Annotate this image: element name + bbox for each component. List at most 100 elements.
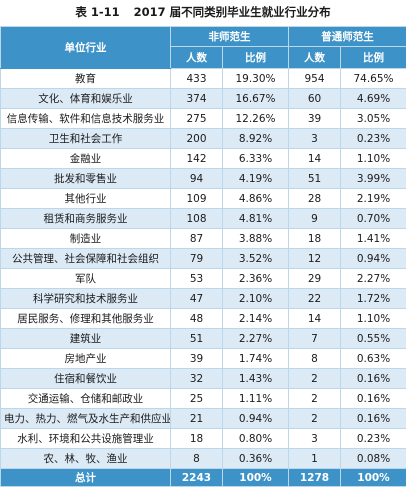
- industry-name: 制造业: [1, 229, 171, 249]
- non-normal-ratio: 8.92%: [223, 129, 289, 149]
- non-normal-ratio: 0.36%: [223, 449, 289, 469]
- non-normal-count: 109: [171, 189, 223, 209]
- industry-name: 文化、体育和娱乐业: [1, 89, 171, 109]
- non-normal-count: 87: [171, 229, 223, 249]
- normal-ratio: 0.16%: [341, 409, 406, 429]
- industry-name: 建筑业: [1, 329, 171, 349]
- normal-count: 7: [289, 329, 341, 349]
- normal-ratio: 4.69%: [341, 89, 406, 109]
- total-label: 总计: [1, 469, 171, 487]
- normal-ratio: 2.19%: [341, 189, 406, 209]
- industry-name: 住宿和餐饮业: [1, 369, 171, 389]
- normal-students-header: 普通师范生: [289, 27, 406, 47]
- normal-count: 29: [289, 269, 341, 289]
- non-normal-ratio: 1.43%: [223, 369, 289, 389]
- non-normal-ratio: 4.81%: [223, 209, 289, 229]
- normal-count: 954: [289, 69, 341, 89]
- normal-ratio: 0.08%: [341, 449, 406, 469]
- normal-ratio: 74.65%: [341, 69, 406, 89]
- normal-ratio: 0.70%: [341, 209, 406, 229]
- normal-ratio: 2.27%: [341, 269, 406, 289]
- normal-ratio: 0.63%: [341, 349, 406, 369]
- non-normal-ratio: 2.36%: [223, 269, 289, 289]
- non-normal-ratio-header: 比例: [223, 47, 289, 69]
- non-normal-count: 53: [171, 269, 223, 289]
- total-normal-ratio: 100%: [341, 469, 406, 487]
- normal-count: 18: [289, 229, 341, 249]
- normal-count-header: 人数: [289, 47, 341, 69]
- non-normal-count: 21: [171, 409, 223, 429]
- non-normal-ratio: 3.52%: [223, 249, 289, 269]
- non-normal-count: 8: [171, 449, 223, 469]
- industry-name: 信息传输、软件和信息技术服务业: [1, 109, 171, 129]
- industry-name: 交通运输、仓储和邮政业: [1, 389, 171, 409]
- normal-count: 14: [289, 149, 341, 169]
- industry-name: 居民服务、修理和其他服务业: [1, 309, 171, 329]
- industry-name: 公共管理、社会保障和社会组织: [1, 249, 171, 269]
- non-normal-ratio: 2.14%: [223, 309, 289, 329]
- industry-name: 其他行业: [1, 189, 171, 209]
- total-non-normal-ratio: 100%: [223, 469, 289, 487]
- normal-ratio: 1.41%: [341, 229, 406, 249]
- table-header: 单位行业 非师范生 普通师范生 人数 比例 人数 比例: [1, 27, 406, 69]
- non-normal-count: 433: [171, 69, 223, 89]
- industry-name: 租赁和商务服务业: [1, 209, 171, 229]
- industry-name: 金融业: [1, 149, 171, 169]
- non-normal-ratio: 4.19%: [223, 169, 289, 189]
- non-normal-count: 94: [171, 169, 223, 189]
- total-normal-count: 1278: [289, 469, 341, 487]
- non-normal-ratio: 4.86%: [223, 189, 289, 209]
- normal-count: 3: [289, 129, 341, 149]
- non-normal-count: 25: [171, 389, 223, 409]
- industry-name: 电力、热力、燃气及水生产和供应业: [1, 409, 171, 429]
- normal-count: 2: [289, 389, 341, 409]
- normal-ratio: 0.94%: [341, 249, 406, 269]
- normal-count: 14: [289, 309, 341, 329]
- non-normal-count: 142: [171, 149, 223, 169]
- non-normal-ratio: 0.94%: [223, 409, 289, 429]
- industry-name: 军队: [1, 269, 171, 289]
- normal-ratio: 1.72%: [341, 289, 406, 309]
- non-normal-count: 48: [171, 309, 223, 329]
- normal-ratio: 1.10%: [341, 149, 406, 169]
- industry-name: 房地产业: [1, 349, 171, 369]
- non-normal-ratio: 1.11%: [223, 389, 289, 409]
- normal-count: 22: [289, 289, 341, 309]
- normal-count: 51: [289, 169, 341, 189]
- non-normal-ratio: 6.33%: [223, 149, 289, 169]
- non-normal-ratio: 12.26%: [223, 109, 289, 129]
- industry-name: 科学研究和技术服务业: [1, 289, 171, 309]
- normal-ratio: 3.99%: [341, 169, 406, 189]
- industry-name: 教育: [1, 69, 171, 89]
- table-number: 表 1-11: [75, 5, 119, 19]
- normal-count: 1: [289, 449, 341, 469]
- non-normal-count: 32: [171, 369, 223, 389]
- normal-ratio: 1.10%: [341, 309, 406, 329]
- normal-ratio: 0.55%: [341, 329, 406, 349]
- total-row: 总计 2243 100% 1278 100%: [1, 469, 406, 487]
- non-normal-ratio: 2.27%: [223, 329, 289, 349]
- non-normal-count: 51: [171, 329, 223, 349]
- non-normal-count: 39: [171, 349, 223, 369]
- non-normal-count: 108: [171, 209, 223, 229]
- table-footer: 总计 2243 100% 1278 100%: [1, 469, 406, 487]
- normal-ratio: 3.05%: [341, 109, 406, 129]
- non-normal-ratio: 3.88%: [223, 229, 289, 249]
